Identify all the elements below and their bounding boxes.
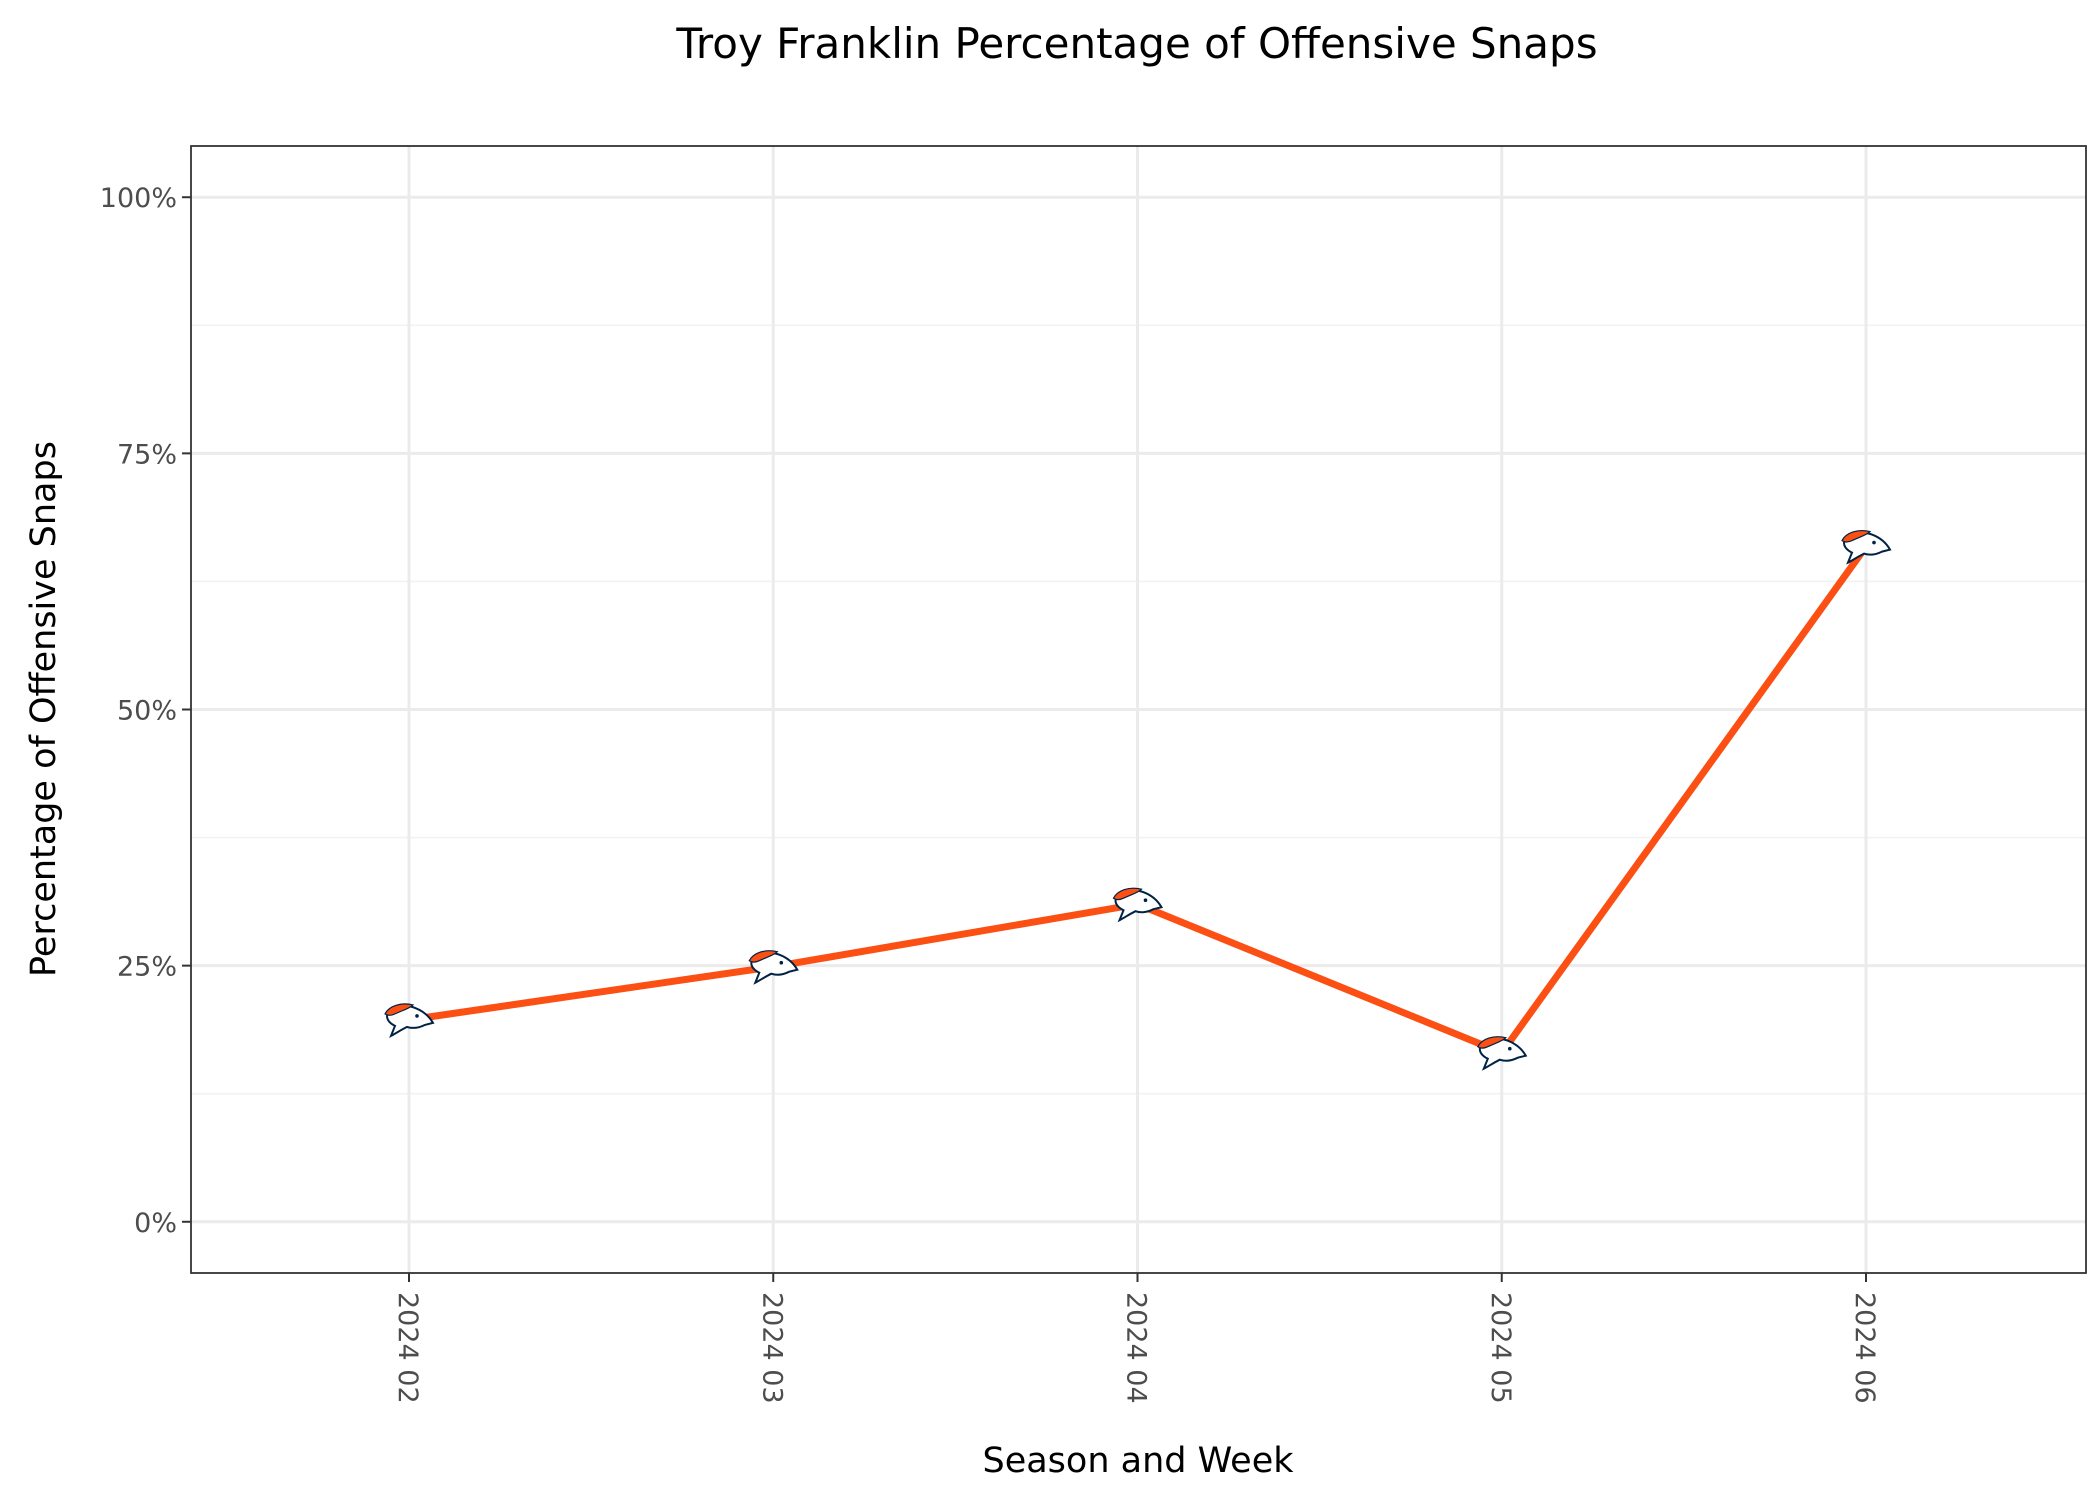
x-tick-label: 2024 02: [392, 1292, 423, 1404]
denver-broncos-logo-icon: [748, 950, 799, 985]
y-tick-label: 0%: [134, 1208, 177, 1239]
denver-broncos-logo-icon: [1841, 530, 1892, 565]
y-tick-label: 50%: [117, 696, 177, 727]
y-tick-label: 100%: [100, 183, 177, 214]
x-axis-title: Season and Week: [982, 1441, 1294, 1481]
y-tick-label: 75%: [117, 439, 177, 470]
chart-title: Troy Franklin Percentage of Offensive Sn…: [675, 19, 1597, 68]
y-tick-label: 25%: [117, 952, 177, 983]
y-axis-title: Percentage of Offensive Snaps: [24, 441, 64, 977]
grid: [191, 146, 2086, 1273]
axes: 0% 25% 50% 75% 100% 2024 02 2024 03 2024 04 2024…: [100, 183, 1880, 1403]
x-tick-label: 2024 06: [1849, 1292, 1880, 1404]
denver-broncos-logo-icon: [1477, 1036, 1528, 1071]
denver-broncos-logo-icon: [1112, 887, 1164, 923]
x-tick-label: 2024 05: [1485, 1292, 1516, 1404]
series: [384, 530, 1892, 1071]
denver-broncos-logo-icon: [384, 1003, 435, 1038]
x-tick-label: 2024 03: [756, 1292, 787, 1404]
x-tick-label: 2024 04: [1121, 1292, 1152, 1404]
